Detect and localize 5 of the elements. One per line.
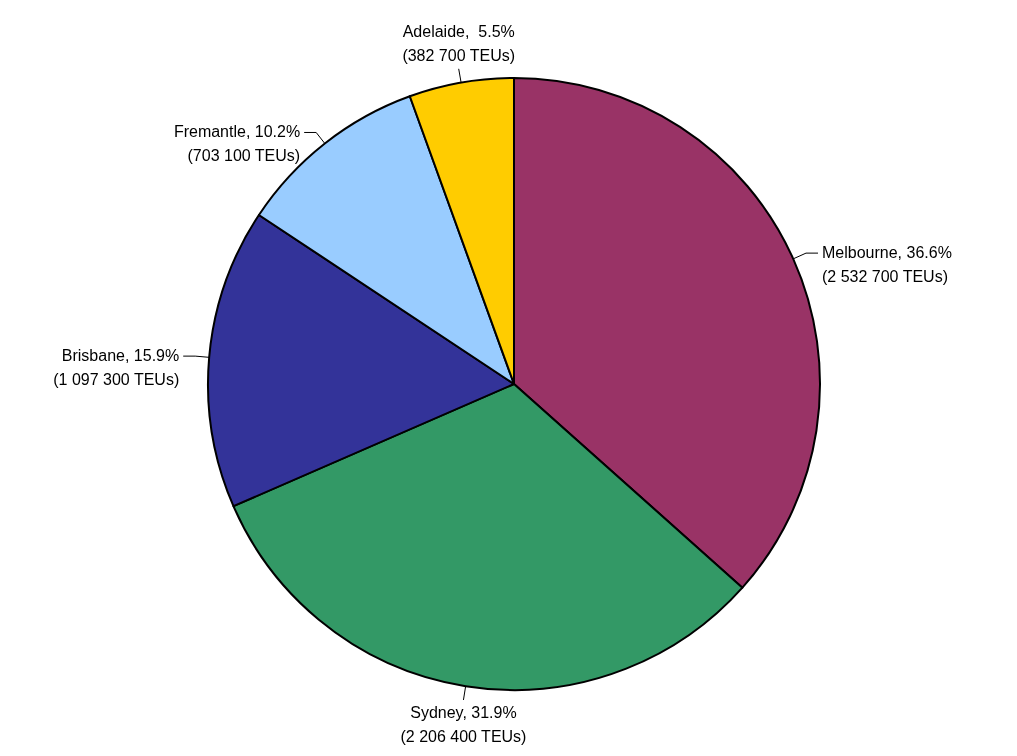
slice-label: Fremantle, 10.2% (703 100 TEUs): [173, 123, 301, 165]
slice-label: Brisbane, 15.9% (1 097 300 TEUs): [53, 347, 180, 389]
slice-label: Sydney, 31.9% (2 206 400 TEUs): [400, 703, 527, 745]
slice-label: Adelaide, 5.5% (382 700 TEUs): [402, 22, 516, 64]
slice-label: Melbourne, 36.6% (2 532 700 TEUs): [822, 244, 952, 286]
